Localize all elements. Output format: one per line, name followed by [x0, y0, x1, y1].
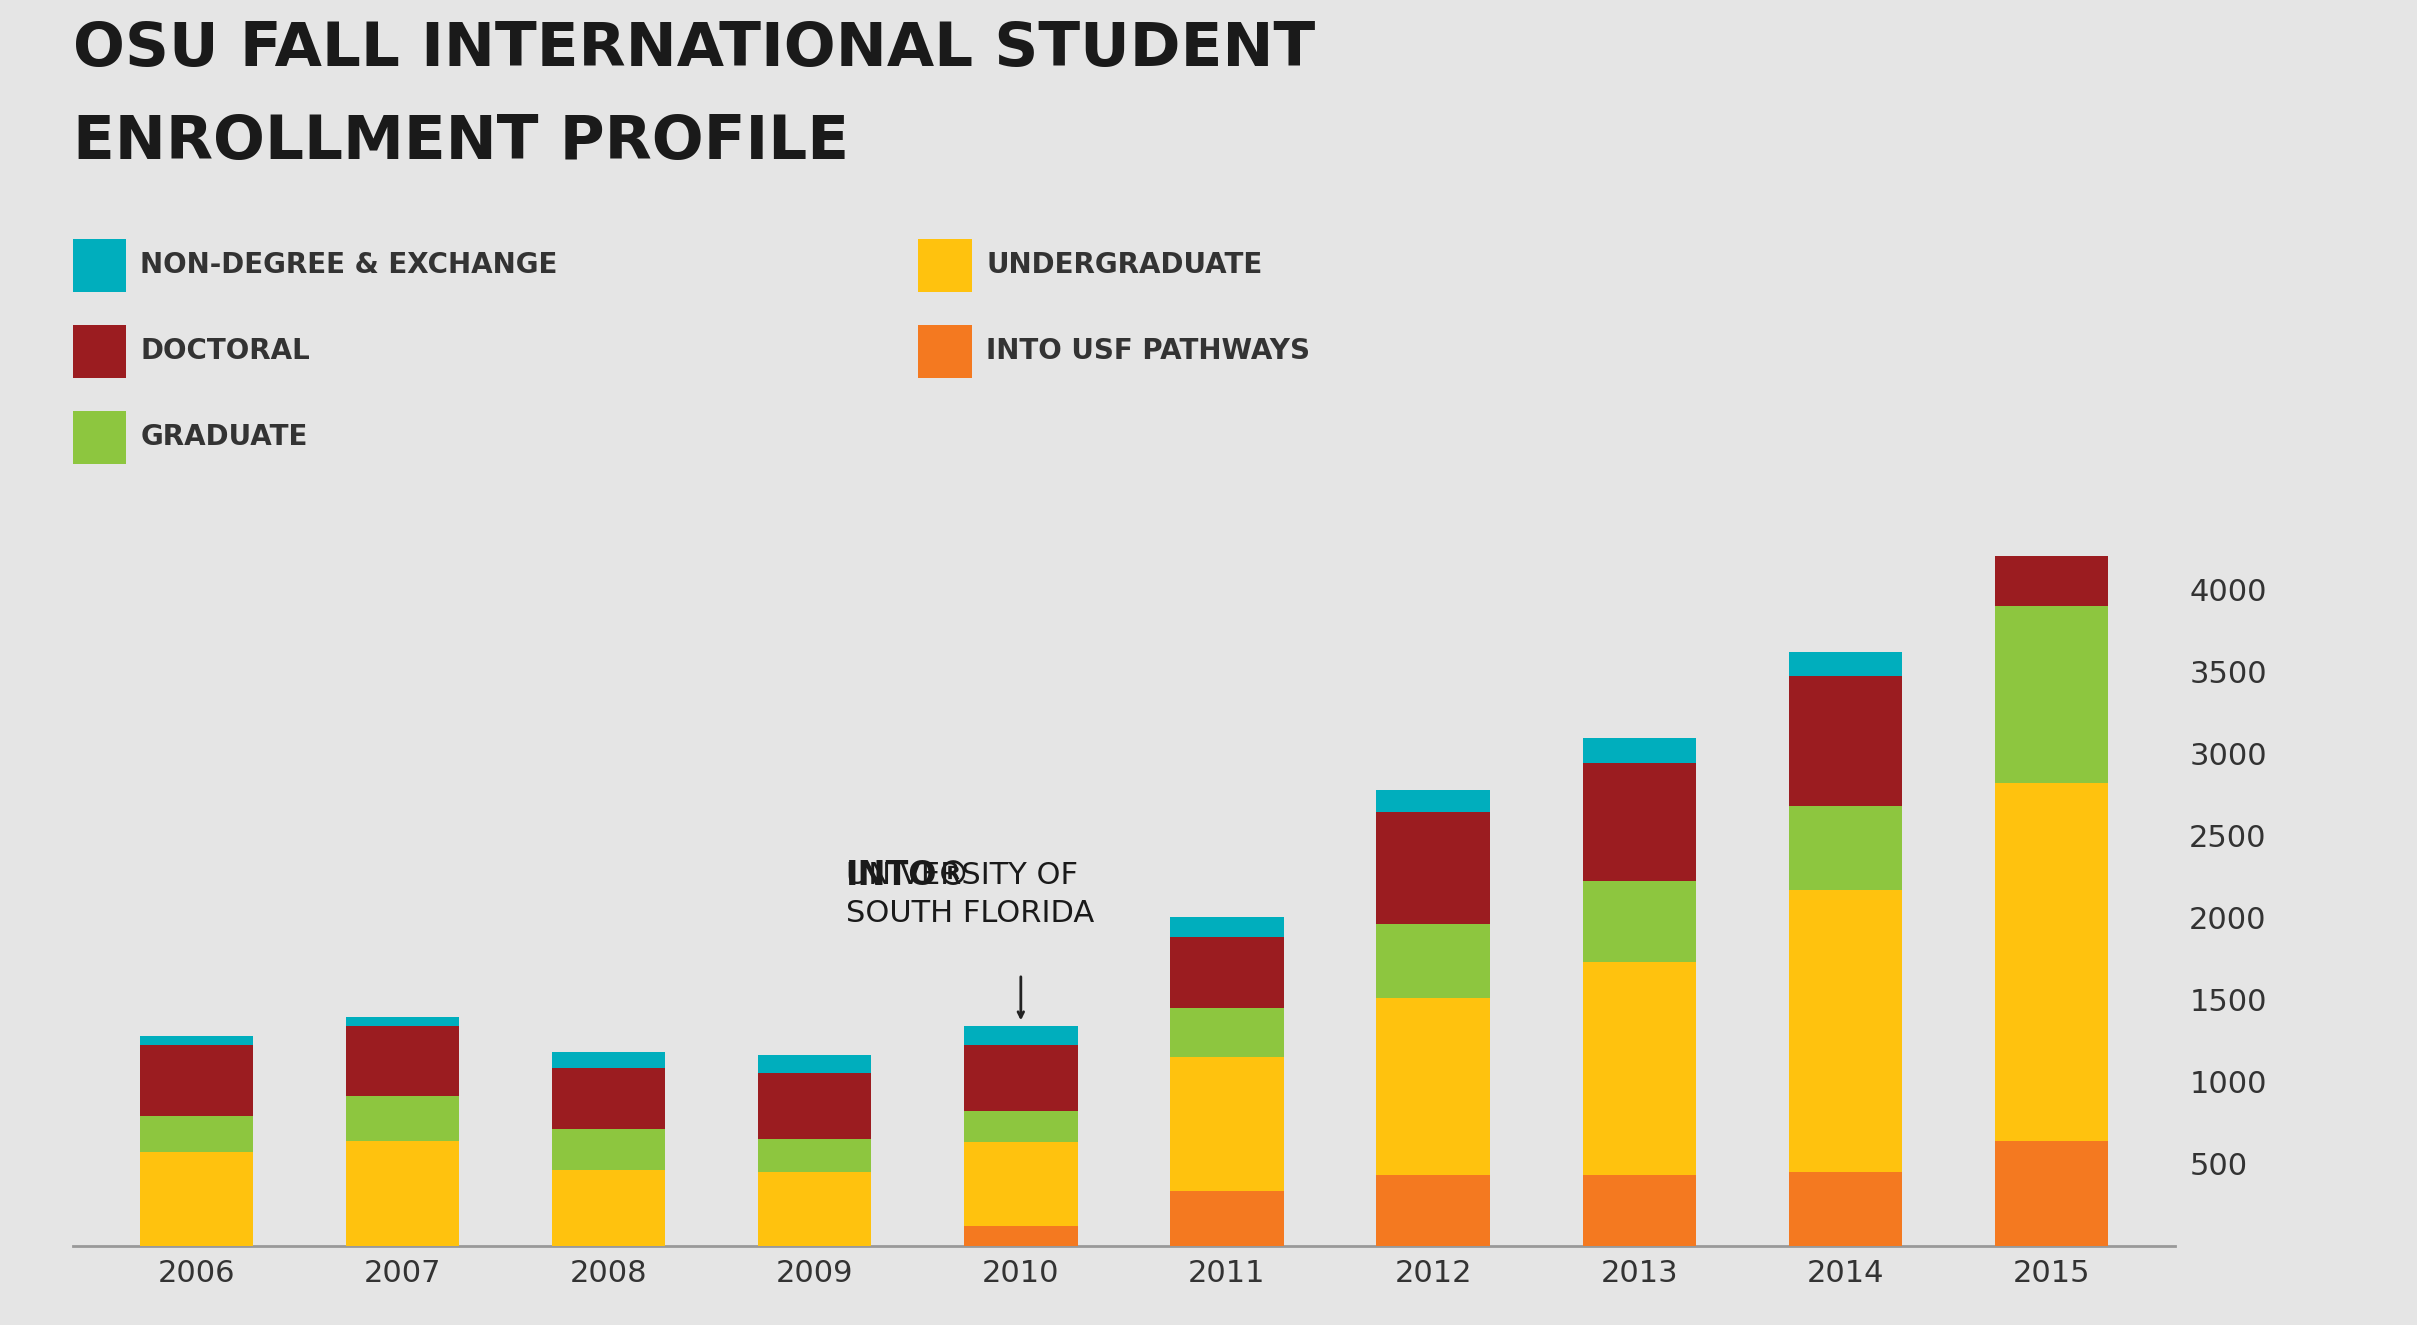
Text: ENROLLMENT PROFILE: ENROLLMENT PROFILE — [73, 113, 848, 172]
Bar — [1170, 917, 1283, 937]
Bar — [1789, 676, 1902, 806]
Bar — [346, 1026, 459, 1096]
Bar — [551, 1068, 665, 1129]
Bar — [140, 1151, 254, 1246]
Bar — [346, 1016, 459, 1026]
Bar — [1170, 937, 1283, 1007]
Bar — [759, 1171, 873, 1245]
Bar — [964, 1142, 1078, 1226]
Bar — [1583, 738, 1697, 763]
Text: GRADUATE: GRADUATE — [140, 423, 307, 452]
Bar — [551, 1170, 665, 1245]
Bar — [1583, 962, 1697, 1175]
Bar — [1375, 790, 1489, 812]
Bar — [140, 1045, 254, 1116]
Bar — [1375, 924, 1489, 998]
Bar — [1583, 881, 1697, 962]
Text: OSU FALL INTERNATIONAL STUDENT: OSU FALL INTERNATIONAL STUDENT — [73, 20, 1315, 80]
Text: UNDERGRADUATE: UNDERGRADUATE — [986, 250, 1262, 280]
Bar — [1170, 1191, 1283, 1245]
Bar — [1789, 652, 1902, 676]
Bar — [551, 1052, 665, 1068]
Bar — [1170, 1057, 1283, 1191]
Bar — [1994, 465, 2108, 606]
Bar — [1994, 444, 2108, 465]
Bar — [346, 1096, 459, 1141]
Bar — [1583, 1175, 1697, 1246]
Bar — [140, 1036, 254, 1045]
Bar — [140, 1116, 254, 1151]
Bar — [964, 1110, 1078, 1142]
Text: INTO USF PATHWAYS: INTO USF PATHWAYS — [986, 337, 1310, 366]
Bar — [551, 1129, 665, 1170]
Bar — [346, 1141, 459, 1246]
Bar — [1170, 1007, 1283, 1057]
Bar — [964, 1045, 1078, 1110]
Bar — [759, 1140, 873, 1171]
Text: DOCTORAL: DOCTORAL — [140, 337, 309, 366]
Bar — [1994, 783, 2108, 1141]
Bar — [1994, 1141, 2108, 1246]
Bar — [1375, 998, 1489, 1175]
Bar — [1789, 806, 1902, 889]
Bar — [1994, 606, 2108, 783]
Bar — [1583, 763, 1697, 881]
Text: UNIVERSITY OF
SOUTH FLORIDA: UNIVERSITY OF SOUTH FLORIDA — [846, 861, 1095, 927]
Bar — [964, 1226, 1078, 1245]
Bar — [1375, 812, 1489, 924]
Bar — [759, 1055, 873, 1073]
Text: NON-DEGREE & EXCHANGE: NON-DEGREE & EXCHANGE — [140, 250, 558, 280]
Bar — [759, 1073, 873, 1140]
Bar — [1789, 1171, 1902, 1245]
Bar — [964, 1027, 1078, 1045]
Bar — [1375, 1175, 1489, 1246]
Bar — [1789, 889, 1902, 1171]
Text: INTO®: INTO® — [846, 859, 972, 892]
